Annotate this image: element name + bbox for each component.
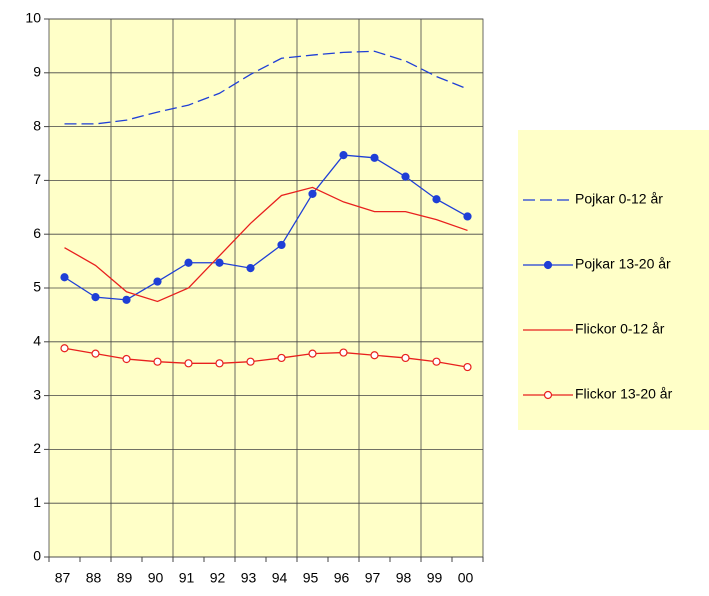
series-line	[64, 50, 468, 125]
point	[370, 351, 379, 360]
legend-label: Flickor 0-12 år	[575, 321, 665, 337]
x-tick-label: 94	[272, 570, 288, 586]
x-tick-label: 90	[148, 570, 164, 586]
series-line	[64, 347, 468, 368]
point	[184, 359, 193, 368]
point	[215, 258, 224, 267]
point	[339, 151, 348, 160]
x-tick-label: 99	[427, 570, 443, 586]
point	[91, 293, 100, 302]
y-tick-label: 3	[33, 386, 41, 402]
y-tick-label: 2	[33, 440, 41, 456]
legend-label: Flickor 13-20 år	[575, 386, 673, 402]
y-tick-label: 6	[33, 225, 41, 241]
series-line	[64, 186, 468, 303]
x-tick-label: 00	[458, 570, 474, 586]
point	[246, 357, 255, 366]
legend-marker	[543, 260, 553, 270]
x-tick-label: 93	[241, 570, 257, 586]
y-tick-label: 9	[33, 64, 41, 80]
x-tick-label: 88	[86, 570, 102, 586]
point	[215, 359, 224, 368]
point	[308, 349, 317, 358]
x-tick-label: 97	[365, 570, 381, 586]
series-line	[64, 154, 468, 301]
x-tick-label: 96	[334, 570, 350, 586]
point	[463, 212, 472, 221]
x-tick-label: 92	[210, 570, 226, 586]
point	[401, 353, 410, 363]
point	[153, 277, 162, 286]
y-tick-label: 4	[33, 333, 41, 349]
x-tick-label: 89	[117, 570, 133, 586]
legend-label: Pojkar 0-12 år	[575, 191, 663, 207]
x-tick-label: 91	[179, 570, 195, 586]
legend-marker	[543, 390, 553, 400]
point	[277, 240, 286, 250]
point	[184, 258, 193, 267]
point	[122, 354, 131, 364]
point	[122, 295, 131, 304]
point	[401, 172, 410, 181]
y-tick-label: 0	[33, 548, 41, 564]
y-tick-label: 5	[33, 279, 41, 295]
y-tick-label: 1	[33, 494, 41, 510]
point	[91, 349, 100, 358]
point	[153, 357, 162, 366]
point	[463, 362, 472, 372]
point	[432, 195, 441, 204]
point	[246, 263, 255, 273]
x-tick-label: 87	[55, 570, 71, 586]
y-tick-label: 8	[33, 117, 41, 133]
point	[308, 189, 317, 198]
point	[277, 353, 286, 363]
point	[60, 344, 69, 353]
point	[60, 273, 69, 282]
point	[370, 153, 379, 162]
legend-label: Pojkar 13-20 år	[575, 256, 671, 272]
y-tick-label: 7	[33, 171, 41, 187]
y-tick-label: 10	[25, 10, 41, 26]
legend-box	[518, 130, 709, 430]
x-tick-label: 98	[396, 570, 412, 586]
point	[339, 348, 348, 357]
point	[432, 357, 441, 366]
x-tick-label: 95	[303, 570, 319, 586]
